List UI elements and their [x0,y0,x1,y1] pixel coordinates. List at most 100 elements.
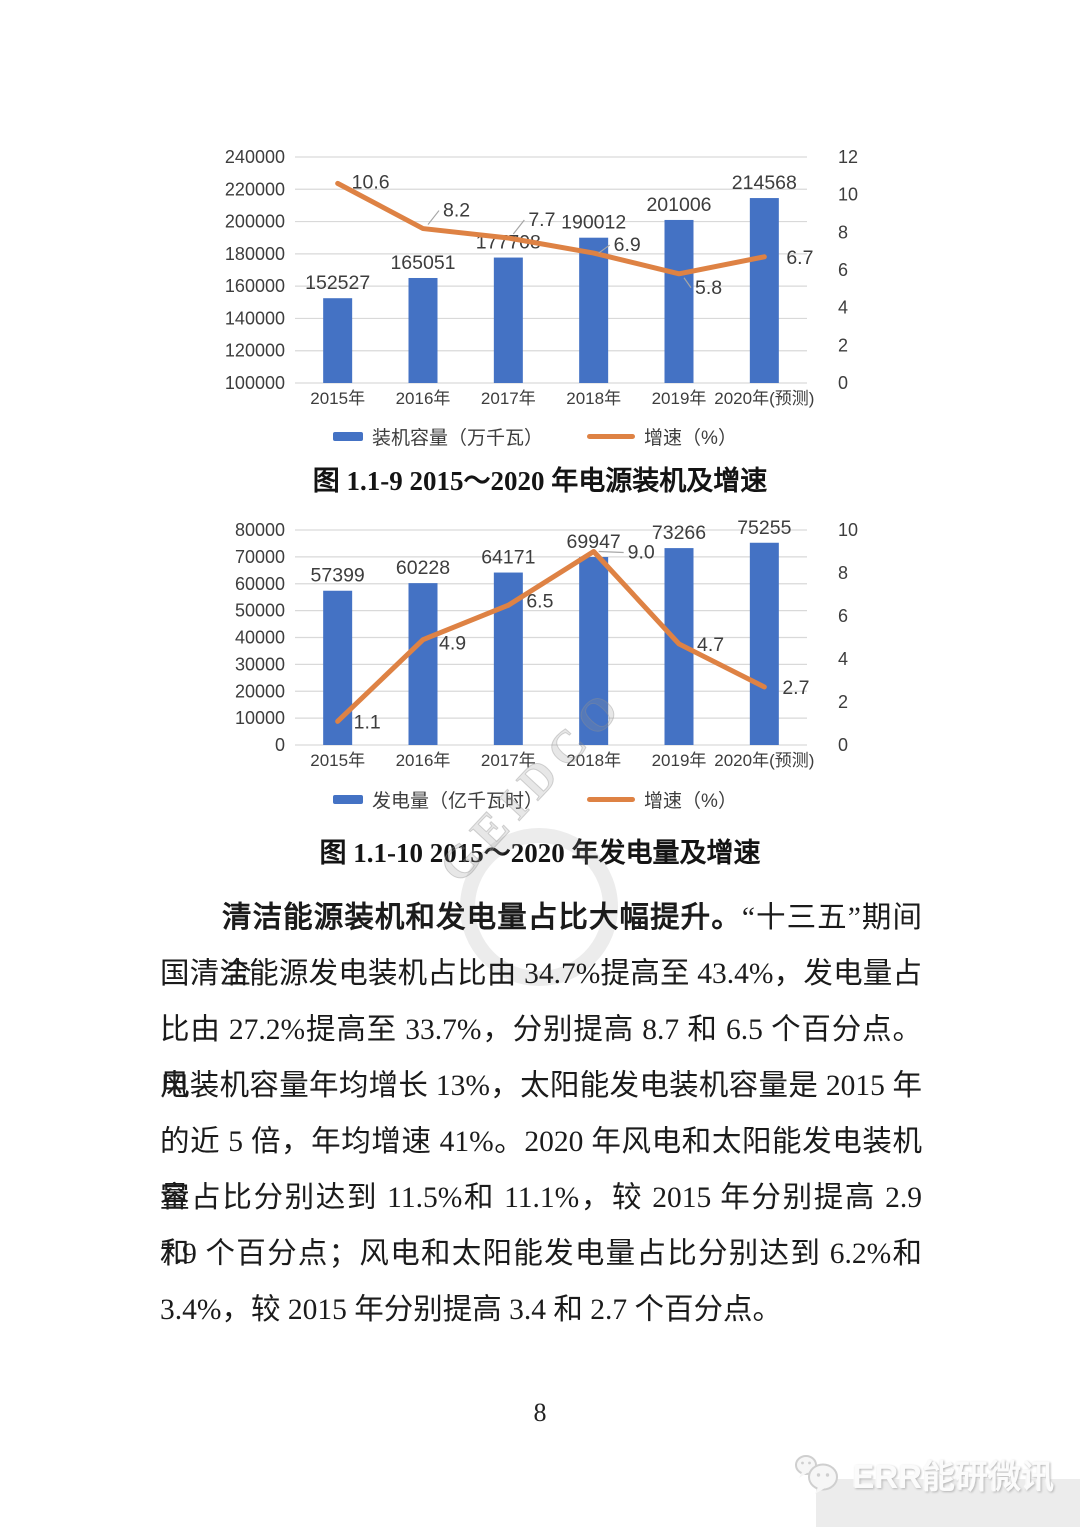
bar [408,277,438,383]
left-axis-tick: 80000 [235,520,285,540]
right-axis-tick: 2 [838,335,848,355]
paragraph-bold-lead: 清洁能源装机和发电量占比大幅提升。 [222,902,742,934]
bar-value-label: 152527 [305,272,370,294]
right-axis-tick: 4 [838,298,848,318]
left-axis-tick: 100000 [225,373,285,393]
x-axis-label: 2017年 [481,751,536,770]
bar [323,298,353,383]
x-axis-label: 2018年 [566,751,621,770]
wechat-bubbles-icon [795,1455,839,1494]
right-axis-tick: 4 [838,649,848,669]
bar-value-label: 75255 [737,517,791,539]
figure-2-chart: 80000 70000 60000 50000 40000 30000 20000 10000… [200,505,870,820]
paragraph-line: 7.9 个百分点；风电和太阳能发电量占比分别达到 6.2%和 [160,1238,922,1270]
legend-label: 增速（%） [644,428,737,449]
legend-line-swatch [587,797,636,802]
right-axis-tick: 2 [838,692,848,712]
legend-item: 发电量（亿千瓦时） [333,786,543,813]
paragraph-line: 量占比分别达到 11.5%和 11.1%，较 2015 年分别提高 2.9 和 [160,1182,922,1270]
left-axis-tick: 10000 [235,708,285,728]
right-axis-tick: 10 [838,185,858,205]
x-axis-label: 2019年 [652,389,707,408]
paragraph-line: 的近 5 倍，年均增速 41%。2020 年风电和太阳能发电装机容 [160,1126,922,1214]
bar-value-label: 60228 [396,557,450,579]
right-axis-tick: 8 [838,222,848,242]
label-leader [512,219,525,235]
installed-capacity-chart-plot: 240000 220000 200000 180000 160000 140000 1200… [225,147,858,408]
left-axis-tick: 180000 [225,244,285,264]
x-axis-label: 2016年 [396,751,451,770]
bar [493,257,523,383]
bar [749,542,779,745]
left-axis-tick: 120000 [225,341,285,361]
growth-rate-line [335,549,767,724]
bar [408,583,438,745]
line-value-label: 10.6 [352,171,390,193]
right-axis-tick: 6 [838,606,848,626]
left-axis-tick: 50000 [235,601,285,621]
paragraph-line: 电装机容量年均增长 13%，太阳能发电装机容量是 2015 年 [160,1070,922,1102]
paragraph-line: 3.4%，较 2015 年分别提高 3.4 和 2.7 个百分点。 [160,1294,782,1326]
label-leader [683,277,692,289]
figure-2-caption: 图 1.1-10 2015～2020 年发电量及增速 [319,838,761,868]
bar [579,557,609,745]
line-value-label: 4.9 [439,633,466,655]
x-axis-label: 2015年 [310,751,365,770]
label-leader [598,244,611,254]
x-axis-label: 2020年(预测) [714,389,814,408]
x-axis-label: 2019年 [652,751,707,770]
bar [749,198,779,383]
legend-bar-swatch [333,432,364,441]
page-number: 8 [533,1398,547,1427]
bar-value-label: 201006 [646,194,711,216]
line-value-label: 6.7 [786,247,813,269]
line-value-label: 6.5 [526,590,553,612]
footer-gray-strip [816,1479,1080,1527]
right-axis-tick: 0 [838,373,848,393]
label-leader [598,550,624,554]
left-axis-tick: 40000 [235,628,285,648]
line-value-label: 9.0 [628,542,655,564]
x-axis-label: 2020年(预测) [714,751,814,770]
right-axis-tick: 10 [838,520,858,540]
legend-label: 发电量（亿千瓦时） [372,791,544,812]
legend-label: 装机容量（万千瓦） [372,428,544,449]
figure-1-caption: 图 1.1-9 2015～2020 年电源装机及增速 [312,466,768,496]
line-value-label: 6.9 [614,234,641,256]
growth-rate-line [335,180,767,277]
left-axis-tick: 240000 [225,147,285,167]
line-value-label: 7.7 [528,209,555,231]
bar-value-label: 64171 [481,547,535,569]
footer-brand: ERR能研微讯 [792,1450,1054,1498]
right-axis-tick: 0 [838,735,848,755]
left-axis-tick: 0 [275,735,285,755]
bar [664,219,694,383]
legend-item: 增速（%） [587,423,737,450]
paragraph-line: 清洁能源装机和发电量占比大幅提升。“十三五”期间全 [222,902,922,990]
bar-value-label: 69947 [567,531,621,553]
legend-item: 装机容量（万千瓦） [333,423,543,450]
figure-1-chart: 240000 220000 200000 180000 160000 140000 1200… [200,140,870,460]
legend-line-swatch [587,434,636,439]
label-leader [427,210,440,225]
bar-value-label: 165051 [390,252,455,274]
paragraph-line: 国清洁能源发电装机占比由 34.7%提高至 43.4%，发电量占 [160,958,922,990]
line-value-label: 8.2 [443,200,470,222]
line-value-label: 4.7 [697,634,724,656]
left-axis-tick: 70000 [235,547,285,567]
left-axis-tick: 60000 [235,574,285,594]
bar-value-label: 73266 [652,522,706,544]
line-value-label: 2.7 [782,677,809,699]
body-paragraph: 清洁能源装机和发电量占比大幅提升。“十三五”期间全 国清洁能源发电装机占比由 34… [160,890,922,1338]
right-axis-tick: 8 [838,563,848,583]
left-axis-tick: 140000 [225,308,285,328]
left-axis-tick: 200000 [225,212,285,232]
left-axis-tick: 20000 [235,681,285,701]
line-value-label: 5.8 [695,277,722,299]
figure-1-legend: 装机容量（万千瓦） 增速（%） [200,423,870,450]
legend-item: 增速（%） [587,786,737,813]
left-axis-tick: 160000 [225,276,285,296]
x-axis-label: 2015年 [310,389,365,408]
left-axis-tick: 30000 [235,654,285,674]
